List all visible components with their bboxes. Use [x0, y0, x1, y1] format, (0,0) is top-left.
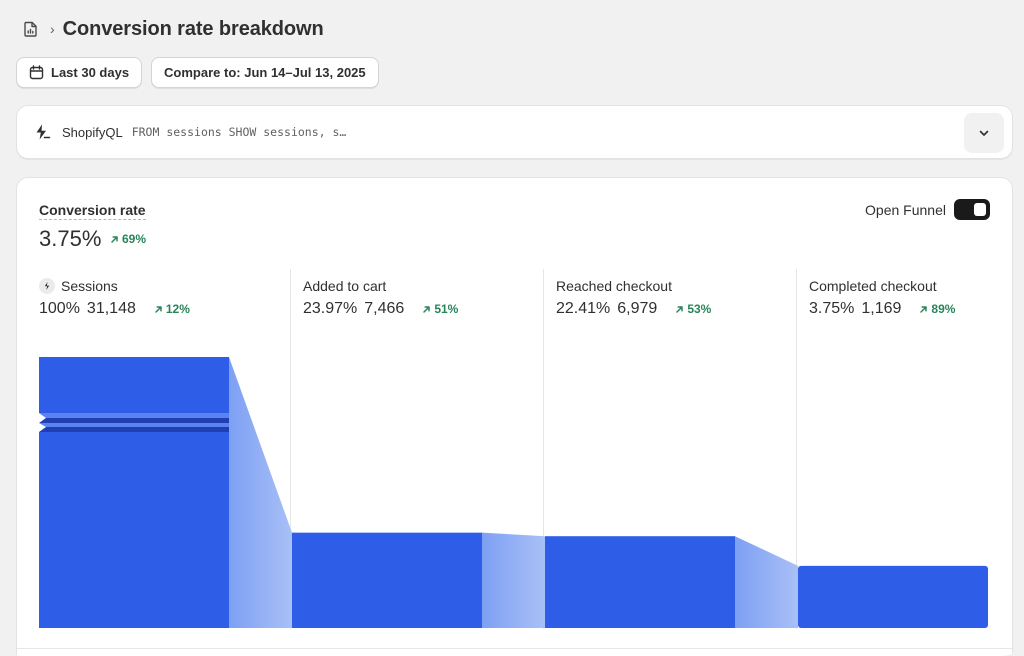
step-delta-value: 53%: [687, 302, 712, 316]
funnel-step-completed-checkout: Completed checkout 3.75% 1,169 89%: [809, 278, 955, 318]
sessions-icon: [39, 278, 55, 294]
step-name: Completed checkout: [809, 278, 937, 294]
step-percentage: 3.75%: [809, 300, 855, 317]
step-count: 6,979: [617, 300, 658, 317]
date-range-button[interactable]: Last 30 days: [16, 57, 143, 88]
metric-delta: 69%: [110, 232, 146, 246]
step-name: Added to cart: [303, 278, 387, 294]
funnel-step-reached-checkout: Reached checkout 22.41% 6,979 53%: [556, 278, 711, 318]
shopifyql-bar[interactable]: ShopifyQL FROM sessions SHOW sessions, s…: [16, 105, 1013, 159]
step-name: Sessions: [61, 278, 118, 294]
axis-break-stripe: [39, 418, 229, 423]
axis-break-stripe: [39, 423, 229, 427]
funnel-step-sessions: Sessions 100% 31,148 12%: [39, 278, 190, 318]
column-divider: [796, 269, 797, 629]
open-funnel-toggle[interactable]: [954, 199, 990, 220]
step-percentage: 23.97%: [303, 300, 358, 317]
step-delta-value: 12%: [165, 302, 190, 316]
funnel-flow-3: [735, 536, 798, 628]
conversion-card: Conversion rate 3.75% 69% Open Funnel Se…: [16, 177, 1014, 656]
step-count: 31,148: [86, 300, 136, 317]
axis-break-notch: [39, 413, 46, 432]
filter-bar: Last 30 days Compare to: Jun 14–Jul 13, …: [16, 57, 379, 88]
step-percentage: 22.41%: [556, 300, 611, 317]
arrow-up-right-icon: [676, 305, 684, 313]
step-delta-value: 51%: [434, 302, 459, 316]
arrow-up-right-icon: [155, 305, 162, 313]
arrow-up-right-icon: [423, 305, 431, 313]
compare-label: Compare to: Jun 14–Jul 13, 2025: [164, 65, 366, 80]
funnel-chart: [39, 357, 988, 628]
funnel-flow-1: [229, 357, 292, 628]
funnel-step-added-to-cart: Added to cart 23.97% 7,466 51%: [303, 278, 458, 318]
axis-break-stripe: [39, 413, 229, 418]
breadcrumb-chevron-icon: ›: [50, 21, 55, 37]
chart-baseline-divider: [17, 648, 1014, 649]
open-funnel-label: Open Funnel: [865, 202, 946, 218]
step-percentage: 100%: [39, 300, 80, 317]
shopifyql-query: FROM sessions SHOW sessions, s…: [131, 125, 347, 139]
funnel-flow-2: [482, 532, 545, 628]
step-delta-value: 89%: [931, 302, 956, 316]
metric-delta-value: 69%: [122, 232, 147, 246]
toggle-knob: [974, 203, 986, 216]
step-delta: 89%: [919, 302, 955, 316]
calendar-icon: [29, 65, 44, 80]
funnel-bar-added-to-cart[interactable]: [292, 532, 482, 628]
lightning-icon: [36, 124, 51, 140]
step-count: 1,169: [861, 300, 902, 317]
chevron-down-icon: [979, 130, 989, 136]
report-document-icon[interactable]: [22, 20, 40, 38]
column-divider: [543, 269, 544, 629]
funnel-bar-reached-checkout[interactable]: [545, 536, 735, 628]
metric-title[interactable]: Conversion rate: [39, 202, 146, 220]
step-delta: 53%: [675, 302, 711, 316]
funnel-bar-completed-checkout[interactable]: [798, 565, 988, 628]
page-header: › Conversion rate breakdown: [22, 14, 324, 44]
shopifyql-label: ShopifyQL: [62, 124, 123, 140]
page-title: Conversion rate breakdown: [62, 17, 324, 40]
arrow-up-right-icon: [111, 235, 118, 243]
funnel-bar-sessions[interactable]: [39, 357, 229, 628]
step-delta: 12%: [154, 302, 190, 316]
date-range-label: Last 30 days: [51, 65, 130, 80]
compare-button[interactable]: Compare to: Jun 14–Jul 13, 2025: [151, 57, 379, 88]
step-delta: 51%: [422, 302, 458, 316]
expand-query-button[interactable]: [964, 113, 1004, 153]
axis-break-stripe: [39, 427, 229, 432]
arrow-up-right-icon: [920, 305, 928, 313]
column-divider: [290, 269, 291, 629]
step-name: Reached checkout: [556, 278, 672, 294]
step-count: 7,466: [364, 300, 405, 317]
metric-value: 3.75%: [39, 226, 102, 251]
